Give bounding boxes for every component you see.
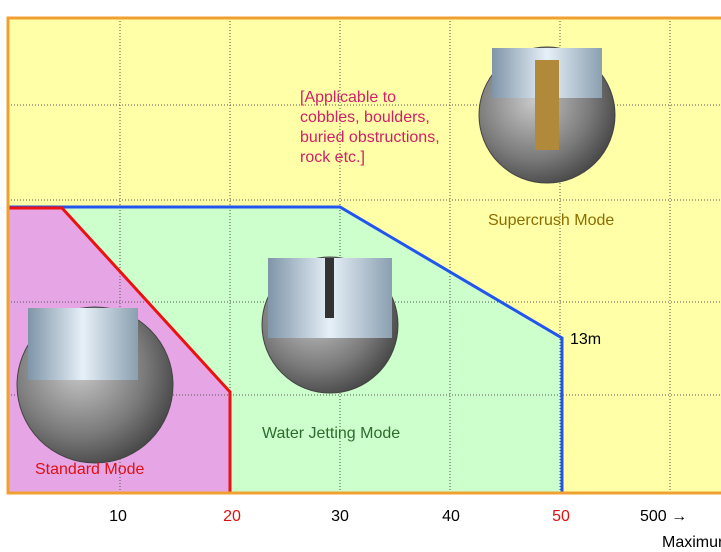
annotation-line: [Applicable to: [300, 89, 396, 106]
x-axis-label: Maximur: [662, 534, 721, 551]
x-tick-label: 500 →: [640, 508, 687, 525]
x-tick-label: 20: [223, 508, 241, 525]
water-jetting-photo: [261, 256, 399, 394]
boundary-label: 13m: [570, 331, 601, 348]
frame: [6, 16, 721, 495]
x-tick-label: 50: [552, 508, 570, 525]
annotation-line: buried obstructions,: [300, 129, 440, 146]
region-label: Supercrush Mode: [488, 212, 614, 229]
water-jetting-boundary: [8, 205, 564, 493]
x-tick-label: 10: [109, 508, 127, 525]
x-tick-label: 30: [331, 508, 349, 525]
x-tick-label: 40: [442, 508, 460, 525]
annotation-line: rock etc.]: [300, 149, 365, 166]
annotation-line: cobbles, boulders,: [300, 109, 430, 126]
standard-photo: [16, 306, 174, 464]
supercrush-photo: [478, 46, 616, 184]
region-label: Standard Mode: [35, 461, 145, 478]
standard-boundary: [8, 206, 232, 493]
region-label: Water Jetting Mode: [262, 425, 400, 442]
